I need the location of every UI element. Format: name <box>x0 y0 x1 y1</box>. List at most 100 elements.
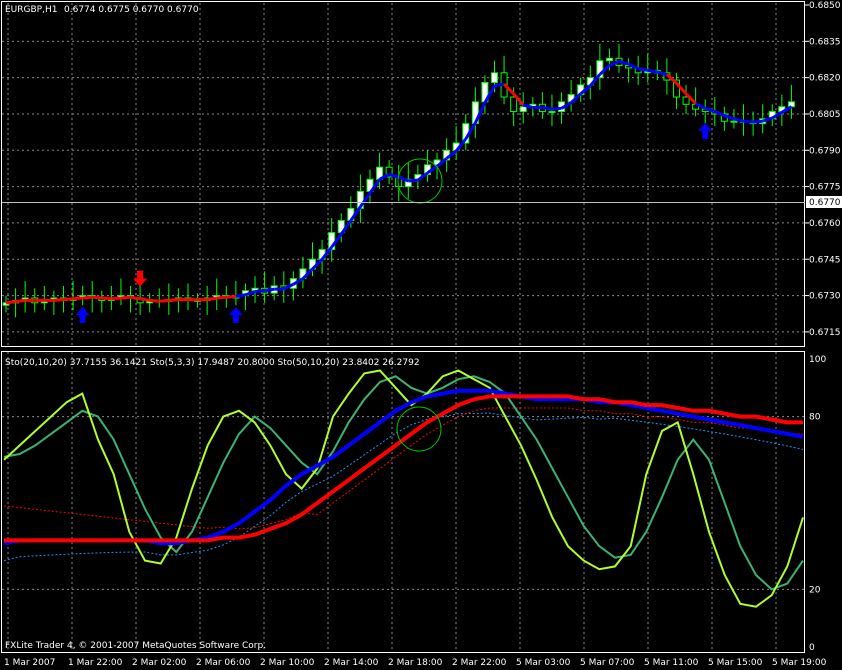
trend-segment <box>733 117 744 123</box>
time-tick-label: 2 Mar 02:00 <box>132 658 187 668</box>
trend-segment <box>63 297 74 302</box>
trend-segment <box>340 219 353 236</box>
trend-segment <box>349 205 362 222</box>
ohlc-values: 0.6774 0.6775 0.6770 0.6770 <box>64 5 199 15</box>
price-tick-label: 0.6730 <box>809 292 841 302</box>
trend-segment <box>292 277 304 286</box>
price-tick-label: 0.6775 <box>809 183 841 193</box>
trend-segment <box>235 293 246 298</box>
price-tick-label: 0.6835 <box>809 37 841 47</box>
indicator-tick-label: 100 <box>809 355 826 365</box>
trend-segment <box>627 62 639 71</box>
time-tick-label: 2 Mar 14:00 <box>324 658 379 668</box>
time-tick-label: 5 Mar 15:00 <box>708 658 763 668</box>
trend-segment <box>206 296 217 302</box>
trend-segment <box>92 295 102 300</box>
trend-segment <box>398 175 409 183</box>
time-tick-label: 5 Mar 03:00 <box>516 658 571 668</box>
trend-segment <box>82 295 93 300</box>
indicator-panel-frame <box>1 351 805 653</box>
time-tick-label: 2 Mar 22:00 <box>452 658 507 668</box>
trend-segment <box>503 83 515 95</box>
time-tick-label: 5 Mar 19:00 <box>772 658 827 668</box>
time-tick-label: 2 Mar 18:00 <box>388 658 443 668</box>
trend-segment <box>752 119 763 124</box>
trend-segment <box>656 70 668 76</box>
trend-segment <box>244 290 256 297</box>
current-price-label: 0.6770 <box>809 198 841 208</box>
trend-segment <box>426 165 438 175</box>
trend-segment <box>771 111 783 120</box>
trend-segment <box>368 178 381 194</box>
trend-segment <box>762 116 773 123</box>
trend-segment <box>647 68 658 74</box>
price-panel-frame <box>1 1 805 347</box>
indicator-values: Sto(20,10,20) 37.7155 36.1421 Sto(5,3,3)… <box>5 358 420 368</box>
time-tick-label: 5 Mar 11:00 <box>644 658 699 668</box>
time-tick-label: 2 Mar 10:00 <box>260 658 315 668</box>
trend-segment <box>560 101 572 110</box>
sell-arrow-icon <box>133 270 148 287</box>
trend-segment <box>464 122 477 140</box>
trend-segment <box>684 92 697 105</box>
time-tick-label: 2 Mar 06:00 <box>196 658 251 668</box>
trend-segment <box>283 282 295 291</box>
candle-bear <box>385 166 393 178</box>
price-tick-label: 0.6715 <box>809 328 841 338</box>
sto-signal-red-dotted <box>3 407 803 530</box>
current-price-box <box>806 196 842 208</box>
signal-arrows <box>75 122 713 323</box>
trend-segment <box>579 84 592 95</box>
price-grid <box>2 3 805 346</box>
trend-segment <box>264 287 275 293</box>
trend-segment <box>159 298 169 303</box>
price-tick-label: 0.6790 <box>809 146 841 156</box>
copyright-footer: FXLite Trader 4, © 2001-2007 MetaQuotes … <box>5 641 266 651</box>
trend-segment <box>570 92 582 104</box>
trend-segment <box>675 82 688 95</box>
price-tick-label: 0.6850 <box>809 1 841 11</box>
trend-segment <box>714 110 725 117</box>
trend-segment <box>120 295 131 300</box>
trend-segment <box>53 298 64 302</box>
trend-segment <box>637 67 648 72</box>
price-tick-label: 0.6805 <box>809 110 841 120</box>
trend-segment <box>320 246 333 261</box>
trend-segment <box>522 103 534 109</box>
trend-segment <box>704 106 716 113</box>
trend-segment <box>111 296 122 301</box>
trend-segment <box>665 73 678 85</box>
price-tick-label: 0.6760 <box>809 219 841 229</box>
stochastic-lines <box>3 369 804 608</box>
trend-segment <box>542 106 553 111</box>
trend-segment <box>445 149 458 160</box>
trend-line <box>5 60 793 305</box>
trend-segment <box>378 173 390 181</box>
trend-segment <box>226 294 237 299</box>
trend-segment <box>15 298 26 304</box>
indicator-axis: 100 80 20 0 <box>809 355 826 653</box>
trend-segment <box>408 178 418 183</box>
trend-segment <box>723 114 735 121</box>
trend-segment <box>216 295 227 300</box>
trend-segment <box>359 192 372 208</box>
buy-arrow-icon <box>698 122 713 139</box>
trend-segment <box>618 60 629 66</box>
indicator-tick-label: 20 <box>809 585 821 595</box>
trend-segment <box>130 295 141 301</box>
trend-segment <box>483 84 496 104</box>
time-tick-label: 1 Mar 22:00 <box>68 658 123 668</box>
sto-slow-red-line <box>4 394 803 543</box>
indicator-tick-label: 0 <box>809 643 815 653</box>
price-axis: 0.6850 0.6835 0.6820 0.6805 0.6790 0.6775 0.67… <box>805 1 841 338</box>
trend-segment <box>149 298 160 303</box>
sto-fast-line <box>3 369 804 608</box>
trend-segment <box>416 171 429 182</box>
price-tick-label: 0.6820 <box>809 74 841 84</box>
symbol-label: EURGBP,H1 <box>5 5 57 15</box>
trend-segment <box>781 105 793 114</box>
candle-bear <box>510 96 518 113</box>
buy-arrow-icon <box>75 306 90 323</box>
trend-segment <box>455 138 467 153</box>
candle-bull <box>787 101 795 108</box>
